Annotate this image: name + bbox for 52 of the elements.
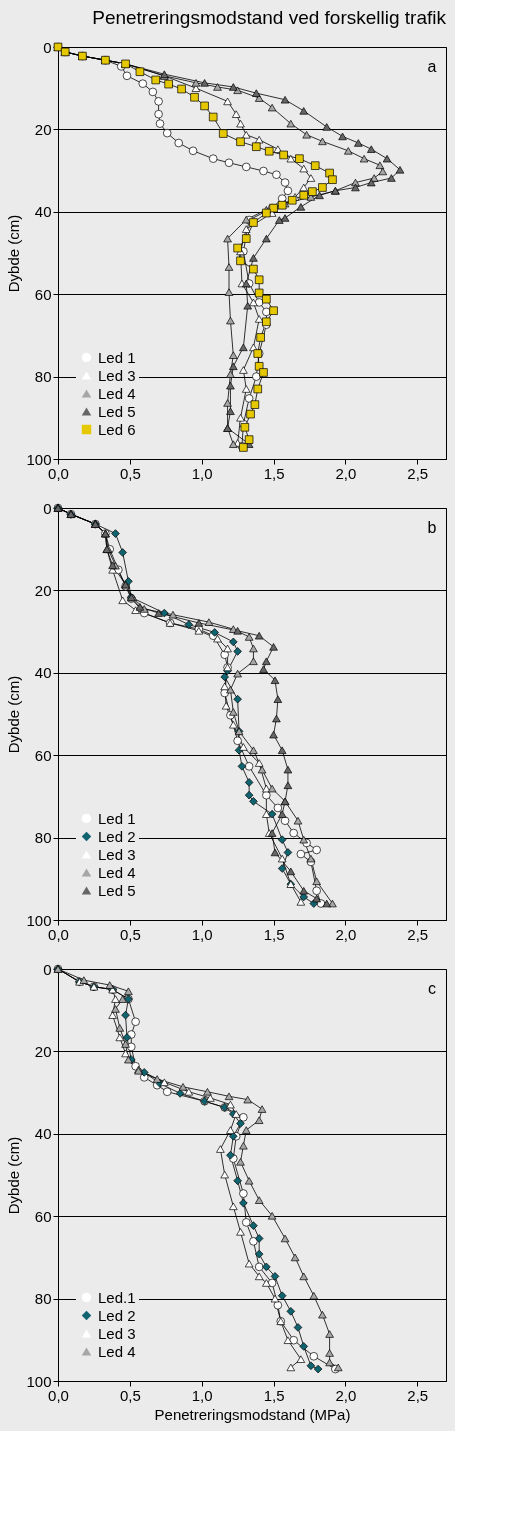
annotation: c (428, 980, 436, 997)
y-tick-label: 60 (34, 285, 52, 303)
y-tick-label: 80 (34, 368, 52, 386)
y-tick-label: 20 (34, 120, 52, 138)
y-tick-label: 60 (34, 746, 52, 764)
legend-label: Led 4 (98, 863, 136, 881)
x-tick-label: 0,5 (119, 1386, 141, 1404)
legend-label: Led 1 (98, 809, 136, 827)
y-axis-title: Dybde (cm) (5, 675, 23, 754)
x-tick-label: 2,5 (407, 1386, 429, 1404)
legend-label: Led 3 (98, 366, 136, 384)
y-axis-title: Dybde (cm) (5, 1136, 23, 1215)
y-tick-label: 0 (43, 499, 52, 517)
y-tick-label: 20 (34, 581, 52, 599)
legend-label: Led 6 (98, 420, 136, 438)
x-tick-label: 2,0 (335, 925, 357, 943)
x-tick-label: 1,5 (263, 925, 285, 943)
x-tick-label: 1,5 (263, 464, 285, 482)
y-axis-title: Dybde (cm) (5, 214, 23, 293)
x-tick-label: 2,0 (335, 464, 357, 482)
annotation: a (427, 58, 437, 75)
y-tick-label: 40 (34, 1125, 52, 1143)
legend-label: Led 2 (98, 827, 136, 845)
legend-label: Led 5 (98, 881, 136, 899)
y-tick-label: 60 (34, 1207, 52, 1225)
legend-label: Led 1 (98, 348, 136, 366)
x-tick-label: 0,5 (119, 464, 141, 482)
y-tick-label: 40 (34, 203, 52, 221)
x-tick-label: 1,0 (191, 1386, 213, 1404)
legend-label: Led 5 (98, 402, 136, 420)
legend-label: Led 4 (98, 1342, 136, 1360)
y-tick-label: 0 (43, 38, 52, 56)
y-tick-label: 20 (34, 1042, 52, 1060)
legend-label: Led 4 (98, 384, 136, 402)
x-tick-label: 1,0 (191, 464, 213, 482)
y-tick-label: 80 (34, 829, 52, 847)
y-tick-label: 80 (34, 1290, 52, 1308)
legend-label: Led.1 (98, 1288, 136, 1306)
annotation: b (427, 519, 437, 536)
legend-label: Led 3 (98, 1324, 136, 1342)
x-axis-title: Penetreringsmodstand (MPa) (154, 1405, 351, 1423)
x-tick-label: 2,5 (407, 925, 429, 943)
y-tick-label: 0 (43, 960, 52, 978)
legend-label: Led 2 (98, 1306, 136, 1324)
x-tick-label: 1,0 (191, 925, 213, 943)
x-tick-label: 2,0 (335, 1386, 357, 1404)
x-tick-label: 1,5 (263, 1386, 285, 1404)
legend-label: Led 3 (98, 845, 136, 863)
y-tick-label: 40 (34, 664, 52, 682)
x-tick-label: 2,5 (407, 464, 429, 482)
x-tick-label: 0,5 (119, 925, 141, 943)
chart-title: Penetreringsmodstand ved forskellig trafik (92, 7, 447, 28)
